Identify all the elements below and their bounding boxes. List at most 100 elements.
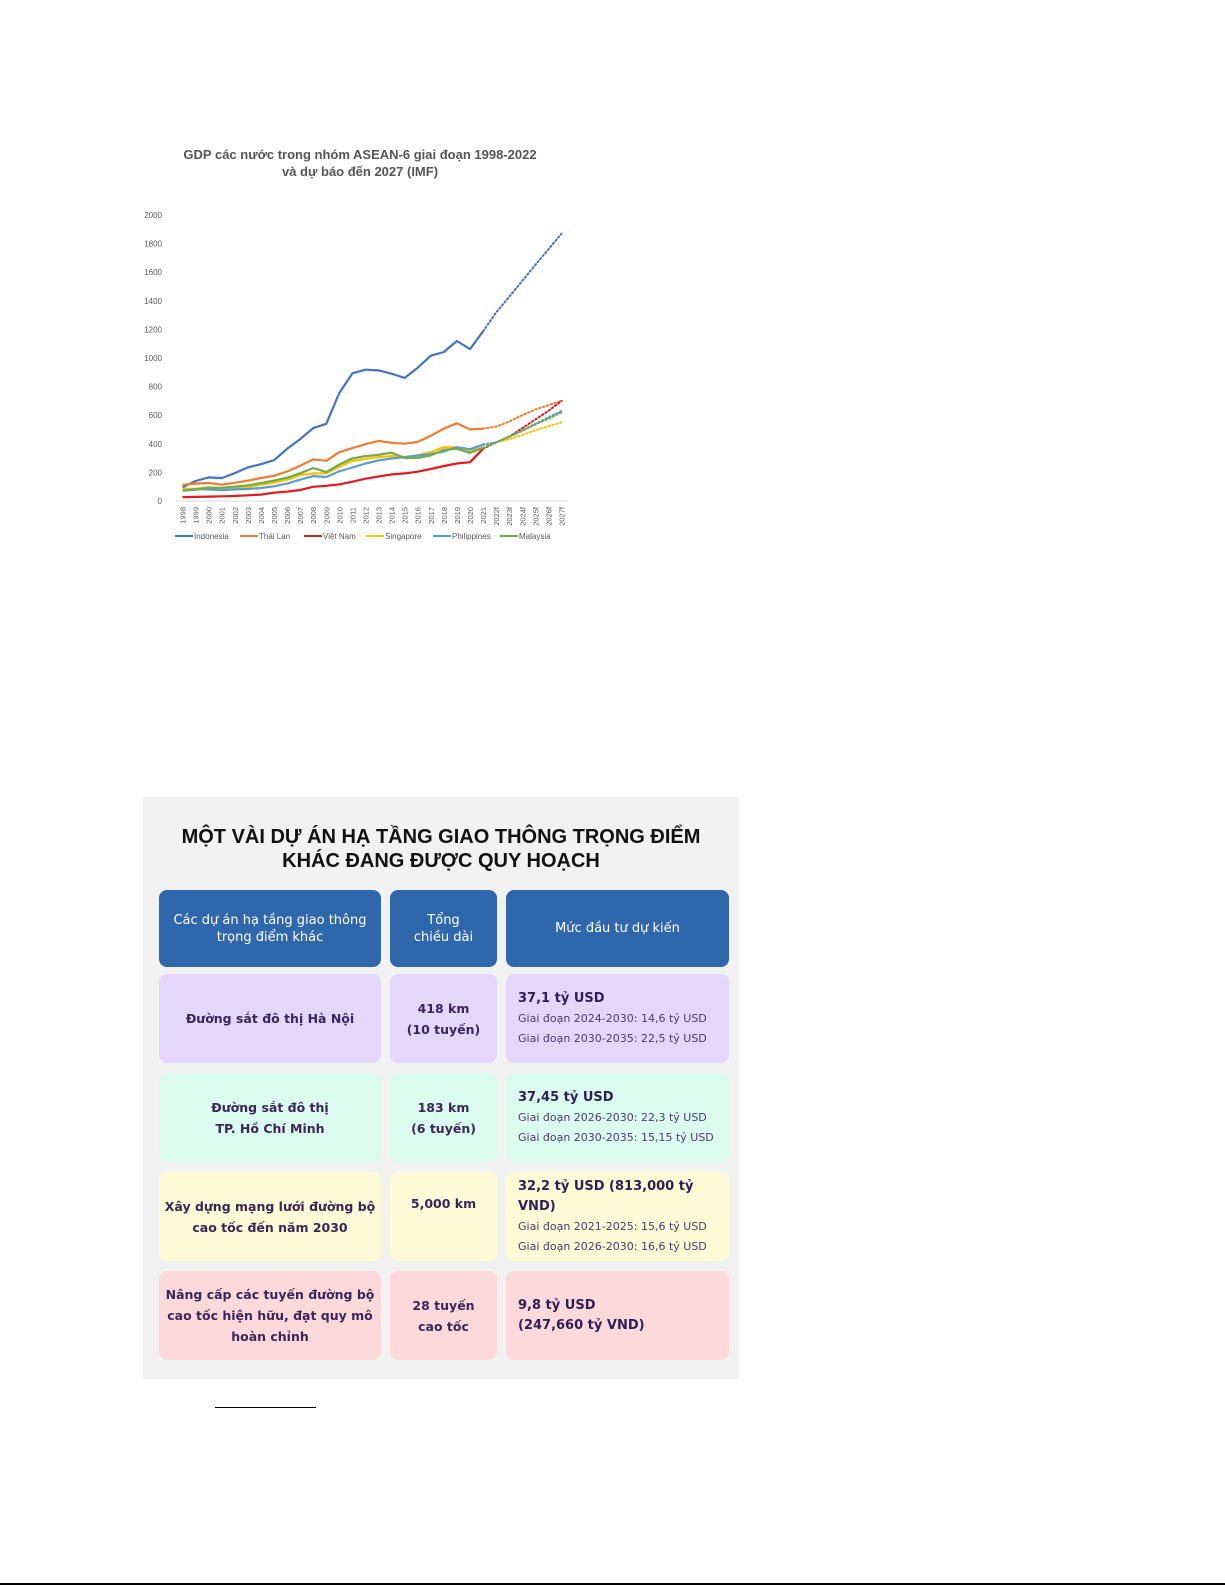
x-tick-label: 2014	[388, 507, 397, 524]
header-investment-label: Mức đầu tư dự kiến	[555, 921, 680, 936]
row-3-length-line1: 5,000 km	[410, 1196, 477, 1211]
x-tick-label: 2005	[270, 507, 279, 524]
row-2-project: Đường sắt đô thị TP. Hồ Chí Minh	[159, 1073, 381, 1162]
row-1-investment-total: 37,1 tỷ USD	[518, 990, 605, 1006]
row-3-investment-phase1: Giai đoạn 2021-2025: 15,6 tỷ USD	[518, 1219, 707, 1233]
gdp-chart: 0 200 400 600 800 1000 1200 1400 1600 1800 2000 199…	[140, 140, 580, 560]
row-2-project-line1: Đường sắt đô thị	[211, 1099, 329, 1115]
x-tick-label: 2012	[361, 507, 370, 524]
x-tick-label: 1998	[179, 507, 188, 524]
row-2-length: 183 km (6 tuyến)	[390, 1073, 497, 1162]
page-bottom-rule	[0, 1583, 1225, 1585]
x-tick-label: 2022f	[492, 506, 501, 526]
header-project-line1: Các dự án hạ tầng giao thông	[173, 912, 367, 928]
header-length-line2: chiều dài	[413, 929, 474, 945]
x-tick-label: 2016	[414, 507, 423, 524]
row-3-project-line1: Xây dựng mạng lưới đường bộ	[164, 1198, 376, 1214]
y-tick-label: 400	[149, 440, 163, 449]
row-1-length: 418 km (10 tuyến)	[390, 974, 497, 1063]
x-tick-label: 2000	[205, 507, 214, 524]
row-4-project: Nâng cấp các tuyến đường bộ cao tốc hiện…	[159, 1271, 381, 1360]
row-4-investment-total-vnd: (247,660 tỷ VND)	[518, 1317, 645, 1333]
x-tick-label: 2024f	[518, 506, 527, 526]
x-tick-label: 2015	[401, 507, 410, 524]
legend-label: Việt Nam	[323, 532, 356, 541]
row-4-project-line2: cao tốc hiện hữu, đạt quy mô	[167, 1308, 373, 1323]
series-forecast-Malaysia	[482, 411, 563, 449]
x-tick-label: 2021	[479, 507, 488, 524]
y-tick-label: 600	[149, 411, 163, 420]
row-3-investment-phase2: Giai đoạn 2026-2030: 16,6 tỷ USD	[518, 1239, 707, 1253]
x-tick-label: 2009	[322, 507, 331, 524]
row-3-investment: 32,2 tỷ USD (813,000 tỷ VND) Giai đoạn 2…	[506, 1172, 729, 1261]
row-3-length: 5,000 km	[390, 1172, 497, 1261]
y-tick-label: 1800	[144, 240, 162, 249]
row-1-investment-phase2: Giai đoạn 2030-2035: 22,5 tỷ USD	[518, 1031, 707, 1045]
header-investment: Mức đầu tư dự kiến	[506, 890, 729, 967]
y-tick-label: 0	[158, 497, 163, 506]
row-1-project: Đường sắt đô thị Hà Nội	[159, 974, 381, 1063]
infographic-title: MỘT VÀI DỰ ÁN HẠ TẦNG GIAO THÔNG TRỌNG Đ…	[143, 825, 739, 873]
x-tick-label: 2004	[257, 507, 266, 524]
infrastructure-infographic: MỘT VÀI DỰ ÁN HẠ TẦNG GIAO THÔNG TRỌNG Đ…	[143, 797, 739, 1379]
chart-title-line1: GDP các nước trong nhóm ASEAN-6 giai đoạ…	[183, 147, 537, 162]
row-1-project-line1: Đường sắt đô thị Hà Nội	[185, 1011, 355, 1026]
x-tick-label: 2010	[335, 507, 344, 524]
row-3-investment-total: 32,2 tỷ USD (813,000 tỷ VND)	[518, 1178, 694, 1214]
header-length-line1: Tổng	[427, 912, 460, 928]
row-2-investment: 37,45 tỷ USD Giai đoạn 2026-2030: 22,3 t…	[506, 1073, 729, 1162]
x-tick-label: 2007	[296, 507, 305, 524]
x-tick-label: 2023f	[505, 506, 514, 526]
row-2-project-line2: TP. Hồ Chí Minh	[215, 1120, 325, 1136]
x-tick-label: 2011	[348, 507, 357, 523]
x-tick-label: 2027f	[557, 506, 566, 526]
series-forecast-Singapore	[482, 421, 563, 446]
gdp-chart-svg: 0 200 400 600 800 1000 1200 1400 1600 1800 2000 199…	[144, 211, 568, 541]
y-tick-label: 800	[149, 383, 163, 392]
legend-label: Malaysia	[519, 532, 551, 541]
row-4-investment: 9,8 tỷ USD (247,660 tỷ VND)	[506, 1271, 729, 1360]
row-4-length-line1: 28 tuyến	[412, 1297, 475, 1313]
x-tick-label: 2019	[453, 507, 462, 524]
row-3-project-line2: cao tốc đến năm 2030	[192, 1219, 348, 1235]
header-length: Tổng chiều dài	[390, 890, 497, 967]
x-tick-label: 2013	[375, 507, 384, 524]
infographic-title-line2: KHÁC ĐANG ĐƯỢC QUY HOẠCH	[282, 850, 600, 872]
x-tick-label: 2020	[466, 507, 475, 524]
row-4-project-line1: Nâng cấp các tuyến đường bộ	[165, 1287, 375, 1302]
row-2-investment-phase1: Giai đoạn 2026-2030: 22,3 tỷ USD	[518, 1110, 707, 1124]
row-3-project: Xây dựng mạng lưới đường bộ cao tốc đến …	[159, 1172, 381, 1261]
legend-label: Indonesia	[194, 532, 229, 541]
x-tick-label: 2025f	[531, 506, 540, 526]
legend-label: Singapore	[385, 532, 422, 541]
row-2-investment-total: 37,45 tỷ USD	[518, 1089, 614, 1105]
series-line-Malaysia	[182, 446, 484, 492]
y-tick-label: 200	[149, 468, 163, 477]
row-2-length-line2: (6 tuyến)	[411, 1120, 476, 1136]
y-tick-label: 2000	[144, 211, 162, 220]
series-line-Indonesia	[182, 330, 484, 489]
footnote-separator	[215, 1407, 316, 1408]
header-project-line2: trọng điểm khác	[216, 929, 324, 945]
y-tick-label: 1200	[144, 325, 162, 334]
row-2-investment-phase2: Giai đoạn 2030-2035: 15,15 tỷ USD	[518, 1130, 714, 1144]
x-tick-label: 1999	[192, 507, 201, 524]
header-project: Các dự án hạ tầng giao thông trọng điểm …	[159, 890, 381, 967]
x-tick-label: 2001	[218, 507, 227, 524]
legend-label: Thái Lan	[259, 532, 290, 541]
row-4-length: 28 tuyến cao tốc	[390, 1271, 497, 1360]
row-4-length-line2: cao tốc	[418, 1318, 469, 1334]
y-tick-label: 1000	[144, 354, 162, 363]
x-tick-label: 2002	[231, 507, 240, 524]
row-1-investment: 37,1 tỷ USD Giai đoạn 2024-2030: 14,6 tỷ…	[506, 974, 729, 1063]
x-tick-label: 2026f	[544, 506, 553, 526]
infographic-title-line1: MỘT VÀI DỰ ÁN HẠ TẦNG GIAO THÔNG TRỌNG Đ…	[181, 826, 701, 848]
y-tick-label: 1600	[144, 268, 162, 277]
legend-label: Philippines	[452, 532, 491, 541]
row-1-length-line2: (10 tuyến)	[406, 1021, 481, 1037]
chart-title: GDP các nước trong nhóm ASEAN-6 giai đoạ…	[140, 146, 580, 180]
row-2-length-line1: 183 km	[417, 1099, 470, 1115]
row-1-length-line1: 418 km	[417, 1000, 470, 1016]
x-tick-label: 2018	[440, 507, 449, 524]
row-4-project-line3: hoàn chỉnh	[231, 1329, 309, 1344]
